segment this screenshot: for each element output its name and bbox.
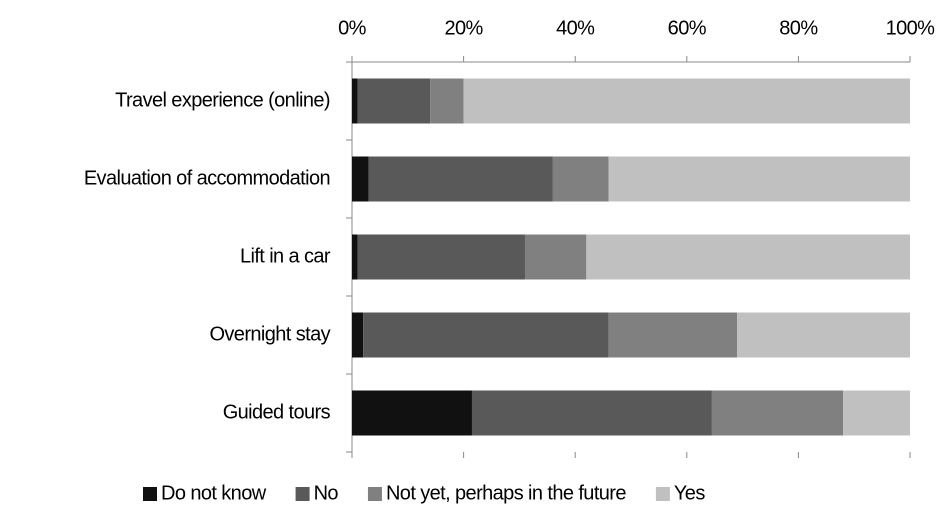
bar-segment xyxy=(368,156,553,202)
x-tick-label: 100% xyxy=(886,17,936,39)
y-tick-label: Lift in a car xyxy=(240,245,331,267)
legend-label: No xyxy=(314,482,339,504)
bar-segment xyxy=(608,312,738,358)
bar-segment xyxy=(430,78,464,124)
legend-swatch xyxy=(295,487,310,501)
bar-segment xyxy=(352,234,358,280)
bar-segment xyxy=(471,390,712,436)
y-tick-label: Travel experience (online) xyxy=(115,89,330,111)
bar-segment xyxy=(737,312,910,358)
x-tick-label: 0% xyxy=(338,17,367,39)
bar-segment xyxy=(524,234,587,280)
y-tick-label: Guided tours xyxy=(223,401,331,423)
bar-segment xyxy=(352,78,358,124)
bar-segment xyxy=(352,312,364,358)
bar-segment xyxy=(363,312,609,358)
bar-segment xyxy=(352,390,472,436)
bar-segment xyxy=(357,234,525,280)
y-tick-label: Overnight stay xyxy=(209,323,330,345)
bar-segment xyxy=(463,78,910,124)
x-tick-label: 80% xyxy=(779,17,818,39)
legend-swatch xyxy=(143,487,157,501)
x-tick-label: 60% xyxy=(668,17,707,39)
bar-segment xyxy=(357,78,431,124)
bar-segment xyxy=(586,234,910,280)
bar-segment xyxy=(552,156,609,202)
legend-label: Do not know xyxy=(161,482,267,504)
x-tick-label: 20% xyxy=(444,17,483,39)
legend-swatch xyxy=(367,487,382,501)
legend-label: Not yet, perhaps in the future xyxy=(386,482,626,504)
bar-segment xyxy=(352,156,369,202)
y-tick-label: Evaluation of accommodation xyxy=(84,167,330,189)
bar-segment xyxy=(711,390,844,436)
bar-segment xyxy=(608,156,910,202)
bar-segment xyxy=(843,390,910,436)
x-tick-label: 40% xyxy=(556,17,595,39)
legend-label: Yes xyxy=(674,482,705,504)
legend-swatch xyxy=(655,487,670,501)
